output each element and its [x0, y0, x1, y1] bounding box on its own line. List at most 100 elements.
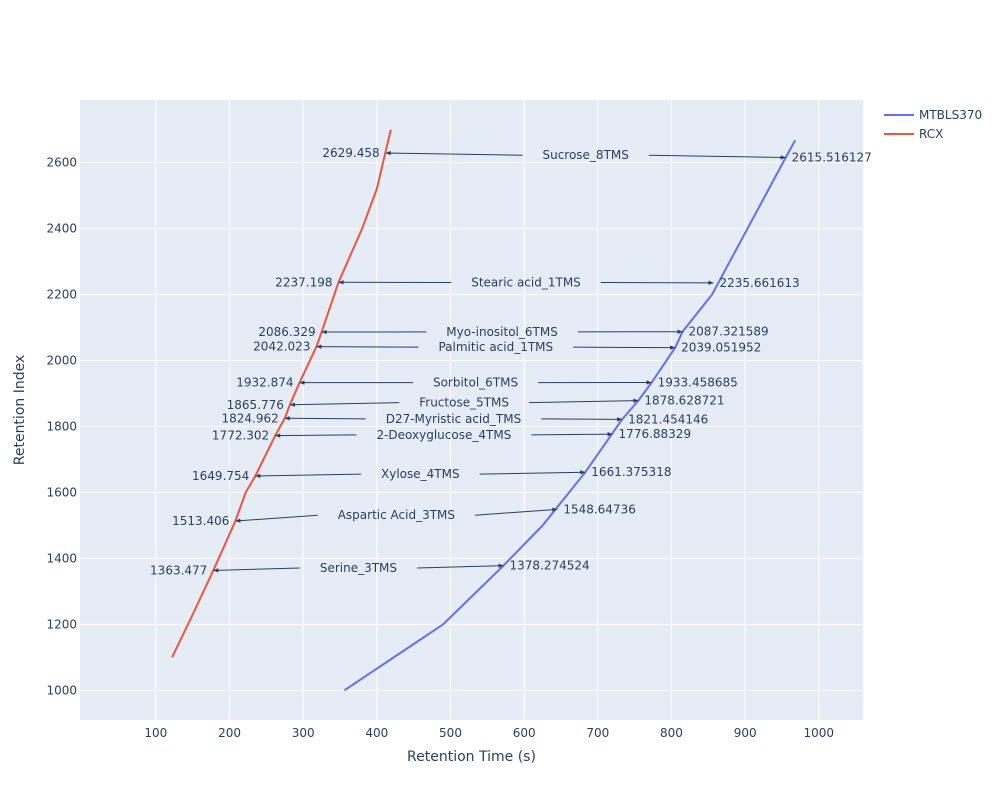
arrow-head — [708, 280, 714, 286]
mtbls-value-label: 2087.321589 — [689, 325, 769, 339]
mtbls-value-label: 1548.64736 — [563, 502, 636, 516]
annotation-2-deoxyglucose-4tms: 2-Deoxyglucose_4TMS 1772.302 1776.88329 — [212, 427, 691, 443]
arrow-head — [255, 473, 261, 479]
plot-background — [80, 100, 863, 720]
annotation-aspartic-acid-3tms: Aspartic Acid_3TMS 1513.406 1548.64736 — [172, 502, 636, 528]
annotation-myo-inositol-6tms: Myo-inositol_6TMS 2086.329 2087.321589 — [258, 325, 768, 339]
arrow-to-rcx — [235, 514, 318, 522]
mtbls-value-label: 1378.274524 — [510, 559, 590, 573]
rcx-value-label: 2042.023 — [253, 340, 310, 354]
y-tick-label: 2400 — [46, 222, 77, 236]
y-tick-label: 1200 — [46, 617, 77, 631]
compound-label: 2-Deoxyglucose_4TMS — [376, 428, 511, 442]
annotation-serine-3tms: Serine_3TMS 1363.477 1378.274524 — [150, 559, 590, 578]
annotation-fructose-5tms: Fructose_5TMS 1865.776 1878.628721 — [227, 394, 725, 412]
arrow-head — [646, 380, 652, 385]
x-tick-label: 200 — [218, 726, 241, 740]
x-tick-label: 100 — [144, 726, 167, 740]
series-line-rcx[interactable] — [171, 129, 392, 658]
rcx-value-label: 1865.776 — [227, 398, 284, 412]
compound-label: Sorbitol_6TMS — [433, 376, 518, 390]
legend-item-mtbls370[interactable]: MTBLS370 — [884, 108, 982, 122]
arrow-to-mtbls — [541, 418, 623, 420]
annotations: Sucrose_8TMS 2629.458 2615.516127 Stearic a… — [150, 146, 872, 578]
arrow-head — [633, 398, 639, 403]
rcx-value-label: 1513.406 — [172, 514, 229, 528]
arrow-head — [235, 518, 241, 523]
mtbls-value-label: 1661.375318 — [591, 465, 671, 479]
arrow-to-mtbls — [474, 508, 558, 516]
mtbls-value-label: 1878.628721 — [644, 394, 724, 408]
mtbls-value-label: 2039.051952 — [681, 341, 761, 355]
arrow-head — [385, 150, 391, 156]
mtbls-value-label: 1776.88329 — [619, 427, 692, 441]
compound-label: D27-Myristic acid_TMS — [386, 412, 521, 426]
y-tick-label: 1000 — [46, 683, 77, 697]
rcx-value-label: 2237.198 — [275, 275, 332, 289]
x-tick-label: 800 — [660, 726, 683, 740]
arrow-head — [498, 563, 504, 568]
y-axis-title: Retention Index — [12, 355, 28, 466]
mtbls-value-label: 1821.454146 — [628, 412, 708, 426]
y-axis-ticks: 1000 1200 1400 1600 1800 2000 2200 2400 2600 — [46, 156, 77, 698]
gridlines — [80, 100, 863, 720]
arrow-head — [670, 345, 676, 350]
mtbls-value-label: 2235.661613 — [719, 276, 799, 290]
arrow-head — [338, 280, 344, 285]
y-tick-label: 1800 — [46, 419, 77, 433]
arrow-head — [289, 402, 295, 407]
compound-label: Fructose_5TMS — [419, 396, 509, 410]
rcx-value-label: 1932.874 — [236, 376, 293, 390]
annotation-xylose-4tms: Xylose_4TMS 1649.754 1661.375318 — [192, 465, 671, 483]
arrow-to-mtbls — [648, 154, 786, 159]
arrow-to-rcx — [275, 434, 357, 437]
arrow-to-rcx — [213, 567, 300, 571]
rcx-value-label: 2086.329 — [258, 325, 315, 339]
arrow-to-mtbls — [531, 433, 613, 436]
compound-label: Palmitic acid_1TMS — [438, 340, 553, 354]
compound-label: Xylose_4TMS — [381, 467, 460, 481]
legend-item-rcx[interactable]: RCX — [884, 127, 943, 141]
arrow-head — [617, 417, 623, 422]
rcx-value-label: 1363.477 — [150, 563, 207, 577]
x-tick-label: 900 — [734, 726, 757, 740]
arrow-to-rcx — [284, 417, 366, 420]
annotation-palmitic-acid-1tms: Palmitic acid_1TMS 2042.023 2039.051952 — [253, 340, 761, 355]
compound-label: Myo-inositol_6TMS — [446, 325, 558, 339]
arrow-head — [677, 329, 683, 334]
rcx-value-label: 1772.302 — [212, 429, 269, 443]
y-tick-label: 2200 — [46, 288, 77, 302]
rcx-value-label: 1649.754 — [192, 469, 249, 483]
x-tick-label: 300 — [292, 726, 315, 740]
annotation-sorbitol-6tms: Sorbitol_6TMS 1932.874 1933.458685 — [236, 375, 738, 389]
arrow-head — [316, 344, 322, 349]
mtbls-value-label: 2615.516127 — [792, 151, 872, 165]
annotation-stearic-acid-1tms: Stearic acid_1TMS 2237.198 2235.661613 — [275, 275, 799, 290]
arrow-head — [299, 380, 305, 385]
arrow-head — [213, 568, 219, 573]
arrow-to-mtbls — [417, 565, 504, 569]
rcx-value-label: 2629.458 — [322, 146, 379, 160]
x-tick-label: 700 — [586, 726, 609, 740]
legend-label: MTBLS370 — [919, 108, 982, 122]
compound-label: Aspartic Acid_3TMS — [338, 508, 455, 522]
arrow-head — [580, 470, 586, 475]
arrow-to-mtbls — [479, 471, 586, 475]
arrow-head — [284, 416, 290, 421]
arrow-to-rcx — [385, 152, 523, 156]
arrow-head — [780, 155, 786, 160]
compound-label: Stearic acid_1TMS — [471, 276, 581, 290]
arrow-head — [275, 433, 281, 438]
rcx-value-label: 1824.962 — [222, 411, 279, 425]
x-tick-label: 1000 — [804, 726, 835, 740]
y-tick-label: 2600 — [46, 156, 77, 170]
legend-label: RCX — [919, 127, 943, 141]
y-tick-label: 1600 — [46, 485, 77, 499]
arrow-head — [552, 507, 558, 512]
y-tick-label: 2000 — [46, 354, 77, 368]
y-tick-label: 1400 — [46, 551, 77, 565]
x-tick-label: 400 — [365, 726, 388, 740]
x-axis-title: Retention Time (s) — [407, 749, 536, 765]
arrow-to-rcx — [255, 473, 362, 477]
legend[interactable]: MTBLS370 RCX — [884, 108, 982, 141]
